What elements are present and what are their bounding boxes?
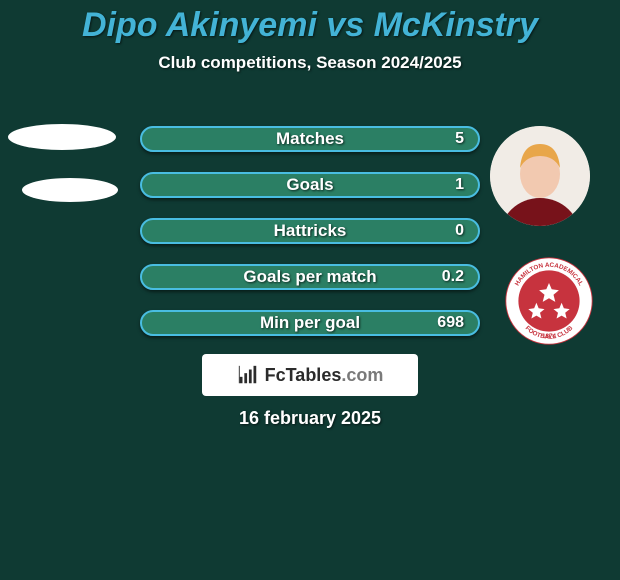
source-logo: FcTables.com xyxy=(202,354,418,396)
stat-bars: Matches 5 Goals 1 Hattricks 0 Goals per … xyxy=(140,126,480,356)
stat-bar: Min per goal 698 xyxy=(140,310,480,336)
left-avatar-placeholder-2 xyxy=(22,178,118,202)
stat-label: Goals per match xyxy=(243,267,376,287)
avatar-icon xyxy=(490,126,590,226)
stat-value-right: 5 xyxy=(455,130,464,148)
stat-label: Hattricks xyxy=(274,221,347,241)
stat-value-right: 0 xyxy=(455,222,464,240)
stat-bar: Hattricks 0 xyxy=(140,218,480,244)
stat-label: Matches xyxy=(276,129,344,149)
page-title: Dipo Akinyemi vs McKinstry xyxy=(0,0,620,45)
logo-text: FcTables.com xyxy=(265,365,384,386)
svg-text:1874: 1874 xyxy=(542,333,557,340)
left-avatar-placeholder-1 xyxy=(8,124,116,150)
crest-icon: HAMILTON ACADEMICAL FOOTBALL CLUB 1874 xyxy=(504,256,594,346)
date-label: 16 february 2025 xyxy=(0,408,620,429)
comparison-infographic: Dipo Akinyemi vs McKinstry Club competit… xyxy=(0,0,620,580)
bar-chart-icon xyxy=(237,364,259,386)
stat-value-right: 1 xyxy=(455,176,464,194)
logo-text-main: FcTables xyxy=(265,365,342,385)
subtitle: Club competitions, Season 2024/2025 xyxy=(0,53,620,73)
player-avatar xyxy=(490,126,590,226)
stat-value-right: 698 xyxy=(437,314,464,332)
stat-bar: Matches 5 xyxy=(140,126,480,152)
stat-value-right: 0.2 xyxy=(442,268,464,286)
logo-text-tld: .com xyxy=(341,365,383,385)
stat-bar: Goals 1 xyxy=(140,172,480,198)
stat-label: Min per goal xyxy=(260,313,360,333)
stat-bar: Goals per match 0.2 xyxy=(140,264,480,290)
stat-label: Goals xyxy=(286,175,333,195)
club-crest: HAMILTON ACADEMICAL FOOTBALL CLUB 1874 xyxy=(504,256,594,346)
